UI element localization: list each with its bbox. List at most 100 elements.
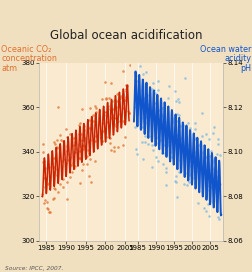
Point xyxy=(166,143,170,147)
Point xyxy=(102,110,106,114)
Point xyxy=(41,150,45,154)
Point xyxy=(207,137,211,141)
Point xyxy=(128,63,132,67)
Point xyxy=(108,141,112,145)
Point xyxy=(52,156,56,160)
Point xyxy=(200,134,204,138)
Point xyxy=(140,140,144,144)
Point xyxy=(60,159,64,163)
Point xyxy=(212,160,216,165)
Point xyxy=(213,186,217,190)
Point xyxy=(163,132,167,137)
Point xyxy=(84,154,88,159)
Point xyxy=(72,143,76,147)
Point xyxy=(74,146,78,151)
Point xyxy=(43,198,47,202)
Point xyxy=(177,113,181,117)
Point xyxy=(143,140,147,144)
Point xyxy=(160,114,164,118)
Point xyxy=(52,169,56,174)
Point xyxy=(202,206,206,211)
Point xyxy=(154,135,158,140)
Point xyxy=(124,83,128,87)
Point xyxy=(174,99,178,103)
Point xyxy=(115,92,119,97)
Point xyxy=(122,98,127,102)
Point xyxy=(171,120,175,124)
Point xyxy=(170,118,174,122)
Point xyxy=(154,155,158,159)
Point xyxy=(44,176,48,180)
Point xyxy=(82,123,86,128)
Point xyxy=(142,129,146,133)
Point xyxy=(48,210,52,215)
Point xyxy=(190,163,194,168)
Point xyxy=(216,217,220,221)
Point xyxy=(133,78,137,83)
Point xyxy=(61,139,65,143)
Point xyxy=(81,135,85,139)
Point xyxy=(178,157,182,162)
Point xyxy=(82,137,86,142)
Point xyxy=(127,111,131,115)
Point xyxy=(133,105,137,110)
Point xyxy=(166,96,170,100)
Point xyxy=(156,79,160,83)
Point xyxy=(186,120,190,125)
Point xyxy=(147,106,151,111)
Point xyxy=(121,143,125,147)
Point xyxy=(55,173,59,178)
Point xyxy=(165,119,169,124)
Point xyxy=(143,106,147,110)
Point xyxy=(208,154,212,159)
Point xyxy=(168,150,172,154)
Text: atm: atm xyxy=(1,64,17,73)
Point xyxy=(158,108,162,112)
Point xyxy=(115,99,119,103)
Point xyxy=(182,157,186,161)
Point xyxy=(42,159,46,163)
Point xyxy=(135,79,139,83)
Point xyxy=(111,107,115,111)
Point xyxy=(46,162,50,166)
Point xyxy=(46,181,50,186)
Point xyxy=(164,165,168,170)
Point xyxy=(81,147,85,151)
Point xyxy=(211,177,215,181)
Point xyxy=(106,104,110,109)
Point xyxy=(185,183,189,188)
Point xyxy=(87,174,91,178)
Point xyxy=(46,207,50,211)
Point xyxy=(197,143,201,147)
Point xyxy=(212,189,216,193)
Point xyxy=(87,106,91,110)
Point xyxy=(72,135,76,140)
Point xyxy=(183,76,187,80)
Point xyxy=(218,182,222,186)
Point xyxy=(207,187,211,192)
Point xyxy=(68,132,72,136)
Point xyxy=(97,122,101,126)
Point xyxy=(73,164,77,168)
Point xyxy=(166,140,170,144)
Point xyxy=(111,115,115,120)
Point xyxy=(99,135,103,139)
Point xyxy=(155,158,160,163)
Point xyxy=(88,157,92,161)
Point xyxy=(64,161,68,165)
Point xyxy=(65,149,69,153)
Point xyxy=(167,84,171,88)
Point xyxy=(101,129,105,134)
Point xyxy=(135,152,139,156)
Point xyxy=(77,132,81,137)
Point xyxy=(104,135,108,139)
Point xyxy=(200,111,204,116)
Point xyxy=(81,143,85,147)
Point xyxy=(93,104,98,109)
Point xyxy=(150,117,154,121)
Point xyxy=(78,181,82,186)
Point xyxy=(93,139,97,143)
Point xyxy=(149,134,153,138)
Point xyxy=(102,112,106,117)
Point xyxy=(72,150,76,154)
